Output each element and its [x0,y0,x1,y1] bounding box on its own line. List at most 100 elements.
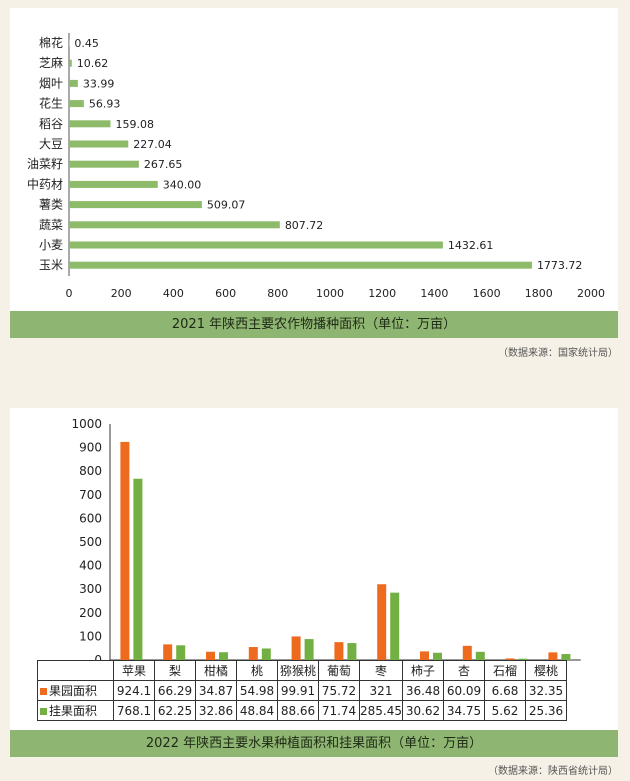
chart2-source: （数据来源：陕西省统计局） [488,766,618,777]
table-value-cell: 71.74 [318,700,360,721]
table-category-cell: 杏 [443,660,485,681]
table-category-cell: 石榴 [484,660,526,681]
table-value-cell: 60.09 [443,680,485,701]
x-tick-label: 200 [111,287,132,300]
table-value-cell: 36.48 [402,680,444,701]
table-value-cell: 54.98 [236,680,278,701]
category-label: 小麦 [39,238,63,252]
category-label: 蔬菜 [39,218,63,232]
table-value-cell: 285.45 [359,700,403,721]
table-category-cell: 柿子 [402,660,444,681]
x-tick-label: 2000 [577,287,605,300]
category-label: 中药材 [27,176,63,191]
table-value-cell: 32.86 [195,700,237,721]
legend-swatch-bearing [40,708,47,715]
category-label: 烟叶 [39,76,63,90]
bar-value-label: 33.99 [83,77,115,90]
bar-bearing [219,652,228,660]
y-tick-label: 700 [79,488,102,502]
table-category-cell: 枣 [359,660,403,681]
bar [69,79,78,87]
y-tick-label: 400 [79,559,102,573]
bar-value-label: 340.00 [163,178,202,191]
bar [69,180,158,188]
table-value-cell: 25.36 [525,700,567,721]
bar-orchard [548,652,558,660]
bar-orchard [248,647,258,660]
table-value-cell: 321 [359,680,403,701]
category-label: 芝麻 [39,55,63,70]
table-value-cell: 34.87 [195,680,237,701]
bar-orchard [377,584,387,660]
y-tick-label: 300 [79,582,102,596]
category-label: 棉花 [39,35,63,50]
bar-bearing [133,478,143,660]
bar-value-label: 0.45 [74,37,99,50]
bar-value-label: 56.93 [89,98,121,111]
bar [69,120,111,128]
y-tick-label: 500 [79,535,102,549]
y-tick-label: 200 [79,606,102,620]
chart2-title: 2022 年陕西主要水果种植面积和挂果面积（单位：万亩） [10,730,618,757]
bar-bearing [261,648,271,660]
y-tick-label: 100 [79,629,102,643]
table-category-cell: 苹果 [113,660,155,681]
bar-bearing [347,643,357,660]
bar-orchard [505,658,515,660]
y-tick-label: 900 [79,441,102,455]
table-header-row: 苹果梨柑橘桃猕猴桃 葡萄枣柿子杏石榴 樱桃 [37,660,567,681]
table-value-cell: 6.68 [484,680,526,701]
fruit-data-table: 苹果梨柑橘桃猕猴桃 葡萄枣柿子杏石榴 樱桃 果园面积 924.1 66.29 34.87… [37,660,567,721]
x-tick-label: 400 [163,287,184,300]
table-value-cell: 5.62 [484,700,526,721]
bar-bearing [176,645,186,660]
bar-orchard [291,636,301,660]
table-row-orchard: 果园面积 924.1 66.29 34.87 54.98 99.91 75.72 321 36… [37,680,567,701]
series-name-orchard: 果园面积 [49,684,98,698]
table-value-cell: 48.84 [236,700,278,721]
x-tick-label: 1600 [473,287,501,300]
table-value-cell: 924.1 [113,680,155,701]
bar-bearing [304,639,314,660]
bar [69,59,72,67]
bar-value-label: 267.65 [144,158,183,171]
table-value-cell: 30.62 [402,700,444,721]
table-value-cell: 66.29 [154,680,196,701]
bar [69,140,129,148]
table-category-cell: 桃 [236,660,278,681]
table-value-cell: 768.1 [113,700,155,721]
x-tick-label: 800 [267,287,288,300]
table-category-cell: 柑橘 [195,660,237,681]
bar-bearing [390,592,400,660]
bar-orchard [163,644,173,660]
category-label: 薯类 [39,198,63,212]
bar-orchard [462,645,472,660]
table-value-cell: 88.66 [277,700,319,721]
category-label: 花生 [39,96,63,111]
bar [69,100,84,108]
bar-orchard [206,651,215,660]
bar-value-label: 10.62 [77,57,109,70]
chart1-title: 2021 年陕西主要农作物播种面积（单位：万亩） [10,311,618,338]
x-tick-label: 1400 [420,287,448,300]
table-category-cell: 猕猴桃 [277,660,319,681]
bar-value-label: 509.07 [207,199,246,212]
bar [69,241,443,249]
bar-value-label: 807.72 [285,219,324,232]
table-category-cell: 梨 [154,660,196,681]
chart1-panel [10,8,618,311]
table-value-cell: 75.72 [318,680,360,701]
bar-bearing [518,658,528,660]
bar [69,160,139,168]
table-category-cell: 樱桃 [525,660,567,681]
category-label: 大豆 [39,137,63,151]
bar [69,221,280,229]
bar-bearing [475,651,485,660]
y-tick-label: 800 [79,464,102,478]
table-corner-cell [37,660,114,681]
x-tick-label: 600 [215,287,236,300]
bar [69,261,532,269]
x-tick-label: 1000 [316,287,344,300]
y-tick-label: 1000 [71,417,102,431]
bar-orchard [120,441,130,660]
